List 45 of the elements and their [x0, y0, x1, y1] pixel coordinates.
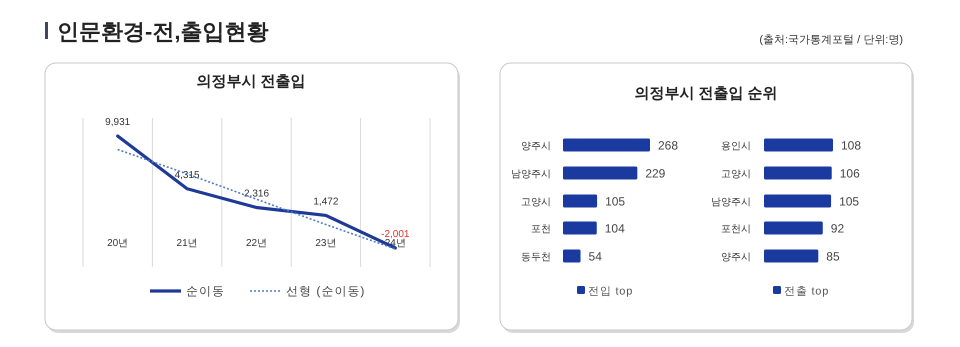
data-label: 2,316: [244, 188, 270, 200]
data-label: 92: [830, 222, 844, 236]
y-tick-label: 동두천: [521, 252, 551, 263]
y-tick-label: 포천: [531, 224, 551, 235]
data-label: 108: [841, 138, 862, 152]
bar: [563, 166, 638, 180]
text: 의정부시 전출입 순위: [634, 85, 778, 102]
bar: [563, 222, 597, 234]
y-tick-label: 용인시: [721, 141, 751, 152]
bar: [563, 194, 598, 208]
y-tick-label: 고양시: [721, 169, 751, 180]
data-label: 229: [645, 166, 666, 180]
legend-label: 순이동: [186, 284, 225, 298]
chart-title: 의정부시 전출입: [196, 73, 306, 90]
data-label: 54: [588, 250, 602, 264]
y-tick-label: 포천시: [721, 224, 751, 235]
y-tick-label: 고양시: [521, 197, 551, 208]
y-tick-label: 양주시: [721, 252, 751, 263]
data-label: 268: [658, 138, 678, 152]
data-label: 9,931: [105, 117, 131, 128]
text: 인문환경-전,출입현황: [57, 19, 268, 44]
data-label: 106: [840, 166, 860, 180]
bar: [764, 166, 832, 180]
x-tick-label: 22년: [246, 238, 268, 250]
y-tick-label: 남양주시: [711, 197, 751, 208]
data-label: 85: [826, 250, 840, 264]
bar: [764, 194, 832, 208]
x-tick-label: 23년: [315, 238, 336, 250]
data-label: 104: [604, 222, 626, 236]
bar: [563, 250, 581, 262]
bar: [764, 222, 823, 234]
data-label: 105: [605, 194, 626, 208]
text: (출처:국가통계포털 / 단위:명): [759, 34, 903, 46]
bar: [764, 138, 833, 152]
bar: [563, 138, 650, 152]
legend-label: 전입 top: [588, 286, 634, 298]
y-tick-label: 남양주시: [511, 169, 551, 180]
x-tick-label: 21년: [176, 238, 198, 250]
data-label: 105: [839, 194, 860, 208]
bar: [764, 250, 818, 262]
y-tick-label: 양주시: [521, 141, 551, 152]
x-tick-label: 20년: [107, 238, 128, 250]
legend-label: 전출 top: [784, 286, 830, 298]
legend-label: 선형 (순이동): [286, 284, 366, 298]
data-label: 1,472: [313, 196, 339, 208]
